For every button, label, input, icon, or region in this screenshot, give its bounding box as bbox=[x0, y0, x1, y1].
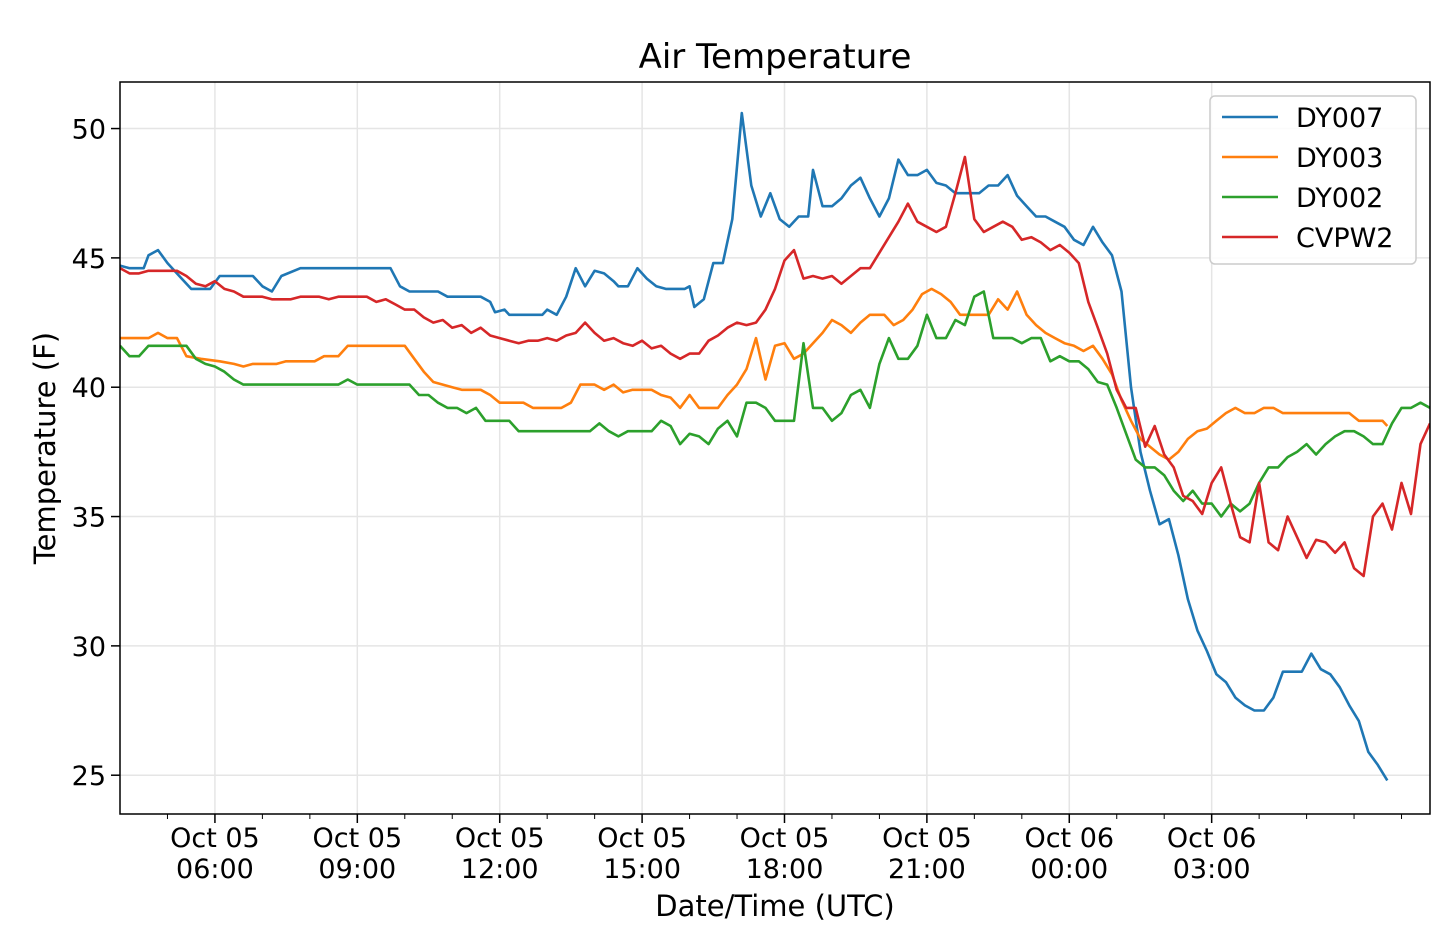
x-tick-label-time: 06:00 bbox=[176, 854, 254, 885]
x-tick-label-time: 09:00 bbox=[318, 854, 396, 885]
legend: DY007 DY003 DY002 CVPW2 bbox=[1209, 95, 1417, 265]
x-axis-label: Date/Time (UTC) bbox=[655, 889, 894, 923]
y-tick-label: 30 bbox=[72, 632, 106, 663]
legend-label-dy002: DY002 bbox=[1296, 183, 1383, 214]
series-line-dy003 bbox=[120, 287, 1389, 461]
legend-label-cvpw2: CVPW2 bbox=[1296, 223, 1393, 254]
x-tick-label-time: 12:00 bbox=[461, 854, 539, 885]
x-tick-label-time: 18:00 bbox=[746, 854, 824, 885]
legend-box bbox=[1209, 95, 1417, 265]
x-tick-label-date: Oct 05 bbox=[455, 823, 545, 854]
x-tick-label-date: Oct 05 bbox=[313, 823, 403, 854]
x-tick-label-time: 21:00 bbox=[888, 854, 966, 885]
x-tick-label-time: 15:00 bbox=[603, 854, 681, 885]
series-line-cvpw2 bbox=[120, 155, 1430, 578]
series-line-dy007 bbox=[120, 111, 1389, 782]
x-tick-label-date: Oct 06 bbox=[1024, 823, 1114, 854]
x-tick-label-date: Oct 05 bbox=[170, 823, 260, 854]
x-tick-label-time: 03:00 bbox=[1173, 854, 1251, 885]
series-line-dy002 bbox=[120, 290, 1430, 518]
x-tick-label-date: Oct 06 bbox=[1167, 823, 1257, 854]
y-tick-label: 45 bbox=[72, 244, 106, 275]
y-tick-label: 40 bbox=[72, 373, 106, 404]
legend-label-dy007: DY007 bbox=[1296, 103, 1383, 134]
y-tick-label: 50 bbox=[72, 115, 106, 146]
x-tick-label-date: Oct 05 bbox=[882, 823, 972, 854]
series-lines bbox=[120, 111, 1430, 782]
plot-frame bbox=[119, 81, 1431, 815]
x-tick-label-time: 00:00 bbox=[1030, 854, 1108, 885]
y-tick-label: 35 bbox=[72, 503, 106, 534]
y-axis-label: Temperature (F) bbox=[28, 332, 62, 565]
chart-title: Air Temperature bbox=[639, 37, 912, 77]
x-tick-label-date: Oct 05 bbox=[740, 823, 830, 854]
y-axis: 25 30 35 40 45 50 bbox=[72, 115, 120, 792]
x-tick-label-date: Oct 05 bbox=[597, 823, 687, 854]
y-tick-label: 25 bbox=[72, 761, 106, 792]
legend-label-dy003: DY003 bbox=[1296, 143, 1383, 174]
